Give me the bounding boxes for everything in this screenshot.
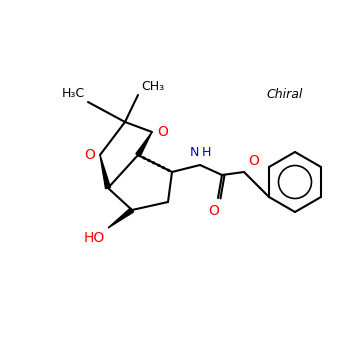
Text: Chiral: Chiral xyxy=(267,89,303,101)
Text: HO: HO xyxy=(84,231,105,245)
Text: O: O xyxy=(209,204,219,218)
Polygon shape xyxy=(136,132,152,156)
Text: O: O xyxy=(84,148,95,162)
Text: H: H xyxy=(202,146,211,159)
Text: CH₃: CH₃ xyxy=(141,80,164,93)
Polygon shape xyxy=(108,208,133,228)
Polygon shape xyxy=(100,155,111,189)
Text: O: O xyxy=(248,154,259,168)
Text: O: O xyxy=(157,125,168,139)
Text: N: N xyxy=(190,146,199,159)
Text: H₃C: H₃C xyxy=(62,87,85,100)
